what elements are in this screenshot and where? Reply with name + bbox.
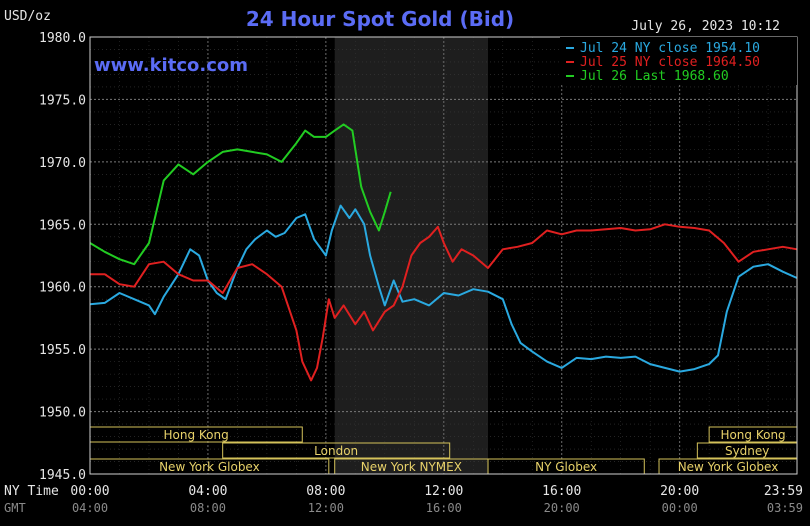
market-label: Sydney <box>725 444 769 458</box>
y-axis-label: USD/oz <box>4 9 51 24</box>
x-row-label-gmt: GMT <box>4 501 26 515</box>
market-label: New York NYMEX <box>361 460 462 474</box>
market-label: London <box>314 444 358 458</box>
y-tick-label: 1955.0 <box>39 343 86 358</box>
x-tick-ny: 12:00 <box>424 484 463 499</box>
legend-entry-0: Jul 24 NY close 1954.10 <box>580 41 760 56</box>
chart-title: 24 Hour Spot Gold (Bid) <box>246 7 514 31</box>
plot-frame <box>89 36 798 475</box>
x-tick-ny: 20:00 <box>660 484 699 499</box>
y-tick-label: 1950.0 <box>39 406 86 421</box>
series-line-2 <box>89 123 392 266</box>
y-tick-label: 1945.0 <box>39 468 86 483</box>
market-label: Hong Kong <box>720 428 785 442</box>
website-label: www.kitco.com <box>94 55 248 76</box>
y-tick-label: 1975.0 <box>39 93 86 108</box>
x-tick-gmt: 16:00 <box>426 501 462 515</box>
x-tick-gmt: 12:00 <box>308 501 344 515</box>
y-tick-label: 1960.0 <box>39 281 86 296</box>
y-tick-label: 1980.0 <box>39 31 86 46</box>
x-tick-gmt: 04:00 <box>72 501 108 515</box>
y-tick-label: 1970.0 <box>39 156 86 171</box>
x-tick-gmt: 03:59 <box>767 501 803 515</box>
x-tick-ny: 08:00 <box>306 484 345 499</box>
market-label: New York Globex <box>159 460 260 474</box>
x-tick-ny: 23:59 <box>764 484 803 499</box>
x-row-label-ny: NY Time <box>4 484 59 499</box>
y-tick-label: 1965.0 <box>39 218 86 233</box>
x-tick-gmt: 00:00 <box>662 501 698 515</box>
legend-entry-1: Jul 25 NY close 1964.50 <box>580 55 760 70</box>
series-line-1 <box>90 223 798 382</box>
x-tick-gmt: 20:00 <box>544 501 580 515</box>
x-tick-gmt: 08:00 <box>190 501 226 515</box>
x-tick-ny: 16:00 <box>542 484 581 499</box>
legend-entry-2: Jul 26 Last 1968.60 <box>580 69 729 84</box>
market-label: NY Globex <box>535 460 597 474</box>
legend-box <box>560 37 797 85</box>
x-tick-ny: 00:00 <box>70 484 109 499</box>
market-bar <box>222 442 451 459</box>
timestamp: July 26, 2023 10:12 <box>631 19 780 34</box>
x-tick-ny: 04:00 <box>188 484 227 499</box>
market-label: Hong Kong <box>164 428 229 442</box>
market-label: New York Globex <box>678 460 779 474</box>
